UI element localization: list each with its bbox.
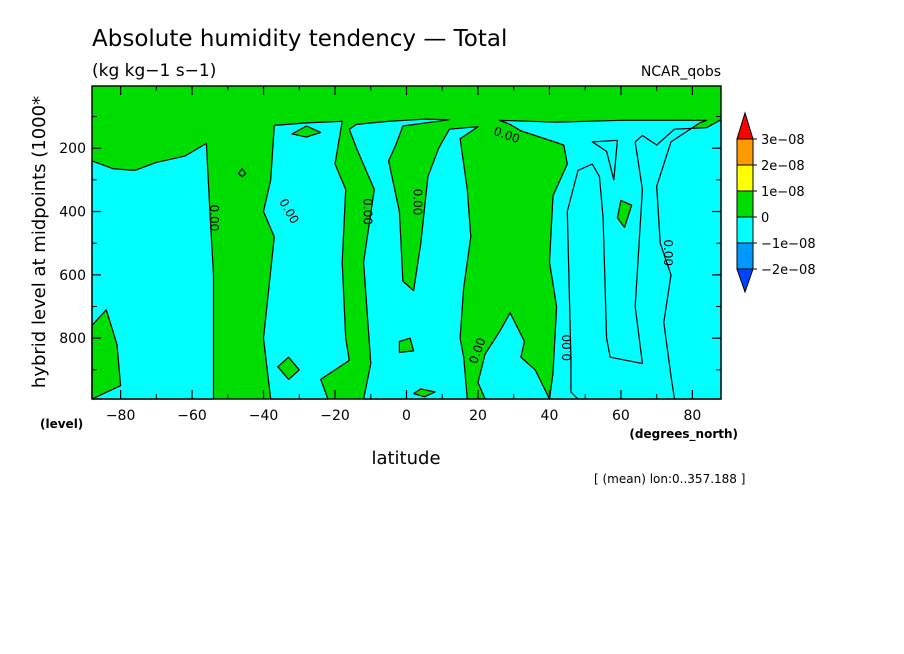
- x-axis-label: latitude: [371, 448, 440, 469]
- mean-note: [ (mean) lon:0..357.188 ]: [594, 472, 745, 486]
- positive-island-5: [291, 125, 322, 138]
- x-tick-label-2: −40: [249, 408, 279, 424]
- colorbar-segment-3: [736, 190, 754, 218]
- y-axis-units: (level): [40, 417, 83, 431]
- y-tick-label-1: 400: [59, 205, 86, 221]
- y-tick-label-3: 800: [59, 331, 86, 347]
- colorbar-segment-1: [736, 138, 754, 166]
- contour-label-0: 0.00: [207, 205, 221, 232]
- colorbar-label-1: 2e−08: [761, 159, 805, 174]
- y-tick-label-2: 600: [59, 268, 86, 284]
- negative-region-3: [591, 139, 619, 181]
- colorbar-label-2: 1e−08: [761, 185, 805, 200]
- chart-source: NCAR_qobs: [641, 64, 721, 80]
- chart-units: (kg kg−1 s−1): [92, 61, 216, 81]
- x-tick-label-6: 40: [541, 408, 559, 424]
- negative-region-2: [348, 118, 722, 400]
- y-axis-label: hybrid level at midpoints (1000*: [29, 96, 50, 388]
- x-tick-label-1: −60: [177, 408, 207, 424]
- x-tick-label-0: −80: [106, 408, 136, 424]
- colorbar-segment-4: [736, 216, 754, 244]
- colorbar: 3e−08 2e−08 1e−08 0 −1e−08 −2e−08: [736, 111, 816, 294]
- colorbar-label-5: −2e−08: [761, 263, 816, 278]
- colorbar-label-3: 0: [761, 211, 769, 226]
- negative-region-1: [262, 120, 350, 400]
- y-tick-label-0: 200: [59, 141, 86, 157]
- x-tick-label-8: 80: [683, 408, 701, 424]
- contour-label-3: 0.00: [411, 189, 425, 216]
- x-tick-label-3: −20: [320, 408, 350, 424]
- y-axis: 200 400 600 800: [59, 116, 721, 371]
- x-axis-units: (degrees_north): [629, 427, 738, 442]
- colorbar-label-0: 3e−08: [761, 133, 805, 148]
- colorbar-segment-5: [736, 242, 754, 270]
- contour-label-7: 0.00: [661, 239, 675, 266]
- colorbar-segment-2: [736, 164, 754, 192]
- contour-label-2: 0.00: [361, 198, 375, 225]
- x-tick-label-7: 60: [612, 408, 630, 424]
- positive-island-6: [237, 168, 247, 178]
- positive-island-1: [277, 356, 300, 380]
- positive-island-2: [398, 337, 415, 353]
- colorbar-top-triangle: [736, 111, 754, 140]
- contour-label-6: 0.00: [560, 334, 574, 361]
- x-tick-label-5: 20: [469, 408, 487, 424]
- positive-islands: [91, 125, 633, 400]
- negative-regions: [91, 118, 722, 400]
- positive-island-3: [413, 388, 436, 398]
- positive-island-4: [616, 199, 633, 228]
- colorbar-label-4: −1e−08: [761, 237, 816, 252]
- colorbar-bottom-triangle: [736, 268, 754, 294]
- plot-area: 0.00 0.00 0.00 0.000.000.00 0.000.00: [91, 85, 722, 400]
- chart-title: Absolute humidity tendency — Total: [92, 26, 507, 52]
- x-axis: −80 −60 −40 −20 0 20 40 60 80: [106, 86, 701, 424]
- x-tick-label-4: 0: [402, 408, 411, 424]
